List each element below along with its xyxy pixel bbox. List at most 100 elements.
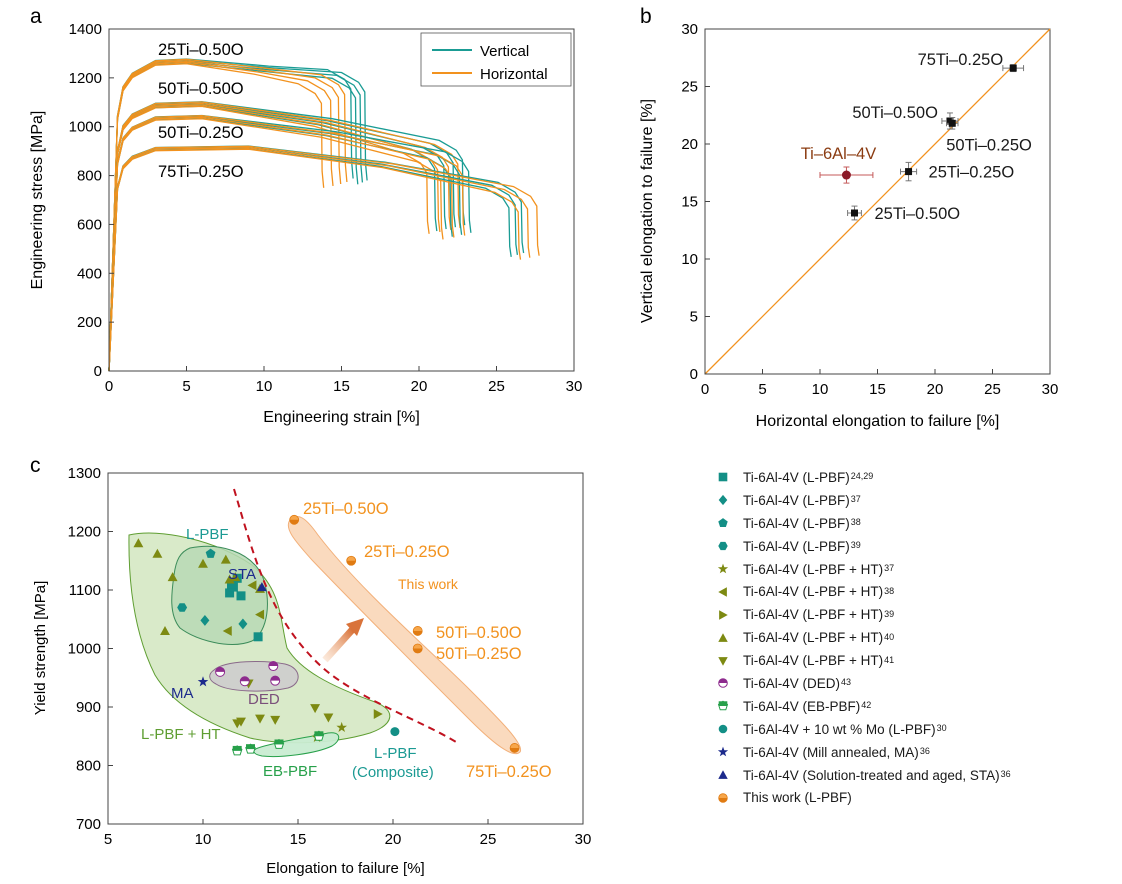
b-ytick-label: 15 bbox=[681, 194, 698, 211]
b-point-label: 25Ti–0.25O bbox=[929, 164, 1015, 182]
marker-triangle-up bbox=[230, 572, 241, 582]
a-xtick-label: 30 bbox=[566, 378, 583, 395]
legend-marker bbox=[718, 542, 728, 551]
marker-pentagon bbox=[718, 518, 728, 528]
marker-half-circle bbox=[268, 661, 279, 672]
marker-this-work-shade bbox=[413, 630, 423, 636]
marker-hexagon bbox=[177, 603, 188, 612]
legend-ref: 42 bbox=[861, 700, 872, 711]
marker-triangle-up bbox=[256, 582, 267, 592]
panel-c-points bbox=[133, 514, 520, 756]
a-label-25ti-050o: 25Ti–0.50O bbox=[158, 41, 244, 59]
a-ytick-label: 1400 bbox=[69, 21, 102, 38]
a-xtick-label: 20 bbox=[411, 378, 428, 395]
legend-ref: 30 bbox=[936, 723, 947, 734]
legend-marker bbox=[717, 563, 729, 574]
b-xtick-label: 20 bbox=[927, 381, 944, 398]
panel-letter-b: b bbox=[640, 5, 652, 28]
legend-marker bbox=[718, 793, 728, 803]
legend-marker bbox=[718, 587, 727, 597]
marker-star bbox=[717, 746, 729, 757]
legend-entry: Ti-6Al-4V (L-PBF + HT) 39 bbox=[715, 603, 1115, 626]
b-ytick-label: 10 bbox=[681, 251, 698, 268]
marker-this-work bbox=[509, 743, 520, 753]
marker-square bbox=[227, 579, 236, 589]
marker-half-circle bbox=[718, 678, 728, 689]
marker-pentagon bbox=[205, 548, 216, 558]
legend-label: Ti-6Al-4V (L-PBF) bbox=[743, 469, 850, 485]
b-ytick-label: 30 bbox=[681, 21, 698, 38]
c-ytick-label: 1200 bbox=[68, 524, 101, 541]
a-label-75ti-025o: 75Ti–0.25O bbox=[158, 163, 244, 181]
legend-marker bbox=[718, 656, 728, 666]
b-point bbox=[851, 209, 858, 217]
a-curve-horizontal bbox=[108, 101, 461, 372]
c-xtick-label: 20 bbox=[385, 831, 402, 848]
marker-this-work-shade bbox=[346, 560, 356, 566]
c-xtick-label: 10 bbox=[195, 831, 212, 848]
legend-entry: Ti-6Al-4V (EB-PBF) 42 bbox=[715, 695, 1115, 718]
marker-triangle-down bbox=[323, 713, 334, 723]
b-point-ti64 bbox=[841, 170, 851, 180]
panel-c-labels: L-PBF STA MA DED L-PBF + HT EB-PBF L-PBF… bbox=[141, 500, 552, 781]
panel-c-ticks: 5 10 15 20 25 30 700 800 900 1000 1100 1200 1300 bbox=[68, 465, 592, 848]
panel-a-ylabel: Engineering stress [MPa] bbox=[29, 111, 46, 290]
marker-half-circle-fill bbox=[268, 661, 278, 667]
b-ytick-label: 20 bbox=[681, 136, 698, 153]
legend-entry: Ti-6Al-4V (L-PBF + HT) 41 bbox=[715, 649, 1115, 672]
panel-c-xlabel: Elongation to failure [%] bbox=[266, 860, 424, 877]
legend-marker bbox=[718, 495, 728, 506]
legend-entry: Ti-6Al-4V (Solution-treated and aged, ST… bbox=[715, 764, 1115, 787]
marker-square bbox=[225, 588, 235, 598]
panel-letter-a: a bbox=[30, 5, 42, 28]
c-ytick-label: 700 bbox=[76, 816, 101, 833]
legend-entry: Ti-6Al-4V (L-PBF + HT) 38 bbox=[715, 580, 1115, 603]
a-curve-vertical bbox=[108, 102, 457, 372]
marker-circle bbox=[390, 727, 400, 737]
marker-half-pentagon-fill bbox=[232, 745, 242, 751]
marker-triangle-up bbox=[220, 554, 231, 564]
b-xtick-label: 0 bbox=[701, 381, 709, 398]
legend-horizontal-label: Horizontal bbox=[480, 66, 548, 83]
label-composite-1: L-PBF bbox=[374, 745, 417, 762]
legend-label: Ti-6Al-4V (DED) bbox=[743, 675, 841, 691]
legend-entry: Ti-6Al-4V + 10 wt % Mo (L-PBF) 30 bbox=[715, 718, 1115, 741]
marker-triangle-up bbox=[718, 770, 728, 779]
legend-entry: Ti-6Al-4V (L-PBF) 39 bbox=[715, 535, 1115, 558]
marker-star bbox=[336, 721, 347, 732]
panel-a-curves bbox=[108, 58, 540, 372]
panel-a-legend-box bbox=[420, 32, 572, 87]
legend-label: Ti-6Al-4V (L-PBF) bbox=[743, 538, 850, 554]
region-this-work bbox=[287, 516, 522, 755]
panel-a-legend: Vertical Horizontal bbox=[420, 32, 572, 87]
b-point-label: 75Ti–0.25O bbox=[918, 51, 1004, 69]
marker-triangle-left bbox=[718, 587, 727, 597]
b-point-label: 50Ti–0.50O bbox=[852, 104, 938, 122]
marker-half-pentagon-fill bbox=[718, 701, 728, 707]
marker-half-pentagon bbox=[313, 730, 325, 741]
marker-triangle-up bbox=[167, 572, 178, 582]
marker-this-work-shade bbox=[510, 747, 520, 753]
legend-ref: 39 bbox=[850, 540, 861, 551]
legend-ref: 38 bbox=[850, 517, 861, 528]
marker-diamond bbox=[200, 615, 210, 626]
panel-a-series-labels: 25Ti–0.50O 50Ti–0.50O 50Ti–0.25O 75Ti–0.… bbox=[158, 41, 244, 181]
legend-ref: 43 bbox=[841, 677, 852, 688]
marker-half-circle-fill bbox=[718, 679, 728, 684]
a-xtick-label: 15 bbox=[333, 378, 350, 395]
marker-triangle-up bbox=[224, 574, 235, 584]
panel-b: 0 5 10 15 20 25 30 0 5 10 15 20 25 30 75Ti–0.25O 50Ti–… bbox=[639, 21, 1058, 430]
b-point-label: 50Ti–0.25O bbox=[946, 136, 1032, 154]
marker-half-circle bbox=[270, 675, 281, 686]
a-label-50ti-025o: 50Ti–0.25O bbox=[158, 124, 244, 142]
b-xtick-label: 15 bbox=[869, 381, 886, 398]
marker-triangle-up bbox=[718, 632, 728, 642]
marker-half-pentagon bbox=[231, 745, 243, 756]
a-curve-vertical bbox=[108, 105, 438, 372]
legend-ref: 39 bbox=[884, 608, 895, 619]
marker-triangle-up bbox=[133, 538, 144, 548]
legend-marker bbox=[717, 701, 729, 711]
marker-star bbox=[197, 676, 209, 687]
marker-this-work bbox=[718, 793, 728, 803]
marker-star bbox=[717, 563, 729, 574]
